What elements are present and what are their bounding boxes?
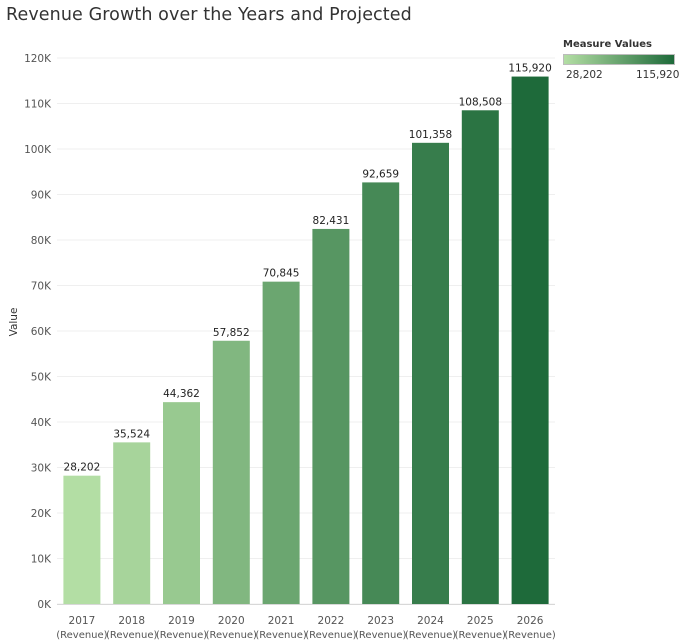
x-tick-sublabel: (Revenue) — [355, 630, 406, 641]
x-tick-label: 2023 — [367, 615, 394, 627]
y-tick-label: 0K — [37, 599, 52, 611]
bar[interactable] — [362, 182, 400, 604]
y-tick-label: 90K — [31, 190, 52, 202]
y-tick-label: 80K — [31, 235, 52, 247]
x-tick-sublabel: (Revenue) — [504, 630, 555, 641]
legend-max-label: 115,920 — [636, 69, 680, 81]
x-tick-sublabel: (Revenue) — [206, 630, 257, 641]
y-tick-label: 40K — [31, 417, 52, 429]
bar[interactable] — [511, 76, 549, 604]
y-tick-label: 10K — [31, 554, 52, 566]
x-tick-sublabel: (Revenue) — [305, 630, 356, 641]
y-tick-label: 30K — [31, 463, 52, 475]
y-tick-label: 110K — [24, 99, 52, 111]
y-tick-label: 20K — [31, 508, 52, 520]
bar[interactable] — [461, 110, 499, 604]
data-label: 82,431 — [313, 215, 350, 227]
x-tick-label: 2019 — [168, 615, 195, 627]
bar[interactable] — [412, 142, 449, 604]
x-tick-sublabel: (Revenue) — [156, 630, 207, 641]
data-label: 57,852 — [213, 327, 250, 339]
data-label: 28,202 — [64, 462, 101, 474]
legend-color-ramp — [563, 54, 675, 65]
bars — [63, 76, 549, 604]
data-label: 115,920 — [508, 63, 551, 75]
x-tick-label: 2026 — [517, 615, 544, 627]
bar[interactable] — [163, 402, 200, 604]
x-tick-label: 2018 — [118, 615, 145, 627]
x-tick-sublabel: (Revenue) — [56, 630, 107, 641]
y-axis: 0K 10K 20K 30K 40K 50K 60K 70K 80K 90K 100K 110K 120… — [24, 53, 52, 611]
x-tick-label: 2022 — [318, 615, 345, 627]
bar[interactable] — [312, 228, 350, 604]
y-tick-label: 50K — [31, 372, 52, 384]
data-label: 92,659 — [362, 168, 399, 180]
bar[interactable] — [212, 340, 250, 604]
chart-title: Revenue Growth over the Years and Projec… — [6, 5, 412, 25]
x-tick-sublabel: (Revenue) — [455, 630, 506, 641]
x-tick-label: 2025 — [467, 615, 494, 627]
bar[interactable] — [113, 442, 151, 604]
y-tick-label: 70K — [31, 281, 52, 293]
data-label: 35,524 — [113, 428, 150, 440]
y-tick-label: 60K — [31, 326, 52, 338]
data-label: 44,362 — [163, 388, 200, 400]
x-tick-label: 2017 — [69, 615, 96, 627]
x-tick-sublabel: (Revenue) — [405, 630, 456, 641]
data-labels: 28,202 35,524 44,362 57,852 70,845 82,431 92,6… — [64, 63, 552, 474]
legend-title: Measure Values — [563, 39, 652, 50]
bar[interactable] — [63, 475, 101, 604]
x-axis: 2017 (Revenue) 2018 (Revenue) 2019 (Revenue) 2… — [56, 615, 556, 641]
x-tick-label: 2024 — [417, 615, 444, 627]
x-tick-sublabel: (Revenue) — [106, 630, 157, 641]
y-axis-title: Value — [8, 308, 20, 337]
data-label: 108,508 — [459, 96, 502, 108]
legend-min-label: 28,202 — [566, 69, 603, 81]
y-tick-label: 120K — [24, 53, 52, 65]
x-tick-sublabel: (Revenue) — [255, 630, 306, 641]
x-tick-label: 2020 — [218, 615, 245, 627]
data-label: 70,845 — [263, 268, 300, 280]
bar[interactable] — [262, 281, 300, 604]
y-tick-label: 100K — [24, 144, 52, 156]
data-label: 101,358 — [409, 129, 452, 141]
x-tick-label: 2021 — [268, 615, 295, 627]
